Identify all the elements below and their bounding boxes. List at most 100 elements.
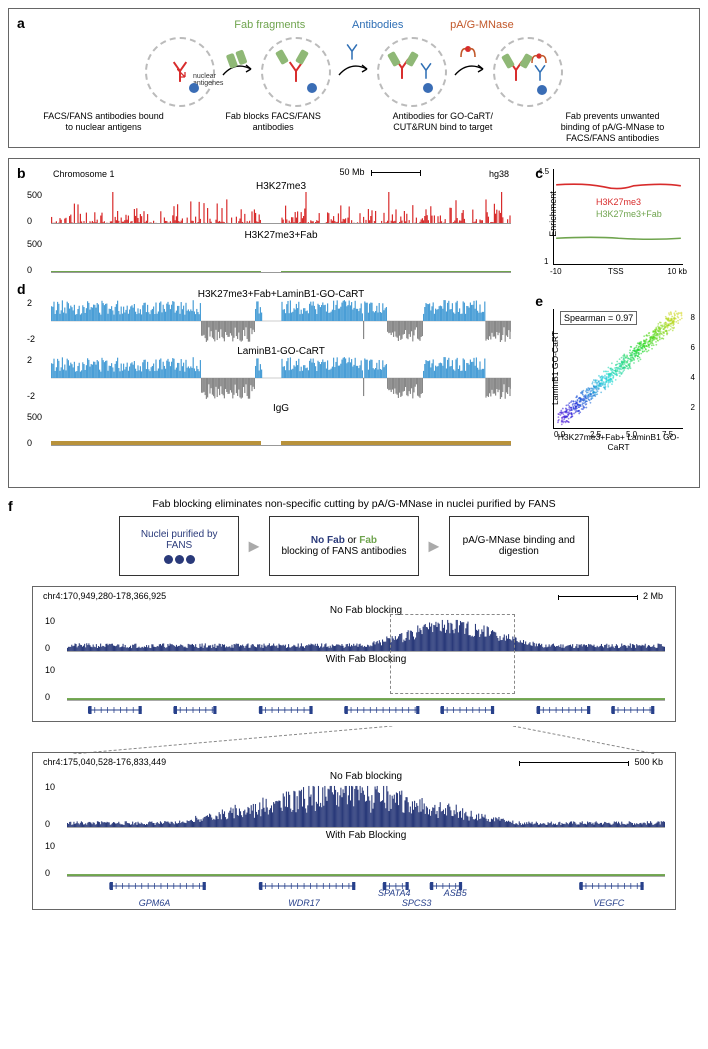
c-x2: 10 kb bbox=[667, 267, 687, 276]
ey0: 8 bbox=[691, 313, 695, 322]
fab-icon bbox=[405, 51, 419, 67]
track-d2-svg bbox=[51, 357, 511, 399]
ymax-b2: 500 bbox=[27, 239, 42, 249]
track-b2-svg bbox=[51, 241, 511, 273]
view2-chr: chr4:175,040,528-176,833,449 bbox=[43, 757, 166, 767]
step-circle-3 bbox=[377, 37, 447, 107]
scale-text: 50 Mb bbox=[339, 167, 364, 177]
gene-gpm6a: GPM6A bbox=[139, 898, 171, 908]
view1-t1: 10 0 bbox=[67, 618, 665, 652]
genome-label: hg38 bbox=[489, 169, 509, 179]
c-ymax: 4.5 bbox=[538, 167, 549, 176]
c-legend-2: H3K27me3+Fab bbox=[596, 209, 662, 219]
panel-b-letter: b bbox=[17, 165, 26, 181]
c-ylabel: Enrichment bbox=[548, 191, 558, 237]
ymax-b1: 500 bbox=[27, 190, 42, 200]
panel-f-title: Fab blocking eliminates non-specific cut… bbox=[32, 498, 676, 510]
flow-2-rest: blocking of FANS antibodies bbox=[281, 546, 406, 557]
gene-spata4: SPATA4 bbox=[378, 888, 411, 898]
pag-mnase-icon bbox=[457, 43, 479, 59]
v1t2-svg bbox=[67, 667, 665, 700]
ymax-d3: 500 bbox=[27, 412, 42, 422]
header-pag: pA/G-MNase bbox=[450, 19, 514, 31]
panel-f-letter: f bbox=[8, 498, 13, 514]
flow-arrow-2: ► bbox=[425, 536, 443, 557]
panel-d-letter: d bbox=[17, 281, 26, 297]
flow-box-1: Nuclei purified by FANS bbox=[119, 516, 239, 576]
antigen-dot-icon bbox=[537, 85, 547, 95]
arrow-1 bbox=[221, 57, 255, 87]
ex0: 0.0 bbox=[554, 430, 565, 439]
panel-e-plot: Spearman = 0.97 LaminB1 GO-CaRT H3K27me3… bbox=[553, 309, 683, 429]
f-view2: chr4:175,040,528-176,833,449 500 Kb No F… bbox=[32, 752, 676, 910]
view1-scale-text: 2 Mb bbox=[643, 591, 663, 601]
caption-3: Antibodies for GO-CaRT/ CUT&RUN bind to … bbox=[380, 111, 505, 143]
antigen-dot-icon bbox=[189, 83, 199, 93]
panel-a-header: Fab fragments Antibodies pA/G-MNase bbox=[61, 19, 687, 31]
panel-d-tracks: H3K27me3+Fab+LaminB1-GO-CaRT 2 -2 LaminB… bbox=[51, 289, 511, 446]
v1t2-ymax: 10 bbox=[45, 665, 55, 675]
e-ylabel: LaminB1 GO-CaRT bbox=[550, 331, 560, 405]
v1t1-ymax: 10 bbox=[45, 616, 55, 626]
ymin-b1: 0 bbox=[27, 216, 32, 226]
panel-a-diagram-row: nuclear antigenes bbox=[21, 37, 687, 107]
panel-a-letter: a bbox=[17, 15, 25, 31]
panel-c-plot: Enrichment 4.5 1 -10 TSS 10 kb H3K27me3 … bbox=[553, 169, 683, 265]
zoom-connector bbox=[32, 726, 676, 754]
v1t1-svg bbox=[67, 618, 665, 651]
caption-1: FACS/FANS antibodies bound to nuclear an… bbox=[41, 111, 166, 143]
v2t2-ymin: 0 bbox=[45, 868, 50, 878]
panel-e-letter: e bbox=[535, 293, 543, 309]
gene-vegfc: VEGFC bbox=[593, 898, 624, 908]
chrom-label: Chromosome 1 bbox=[53, 169, 115, 179]
gene-labels: GPM6A WDR17 SPATA4 ASB5 SPCS3 VEGFC bbox=[67, 898, 665, 912]
track-b1-label: H3K27me3 bbox=[51, 181, 511, 192]
ymin-d2: -2 bbox=[27, 391, 35, 401]
flow-2-or: or bbox=[345, 535, 359, 546]
gene-spcs3: SPCS3 bbox=[402, 898, 432, 908]
view2-t2-label: With Fab Blocking bbox=[67, 830, 665, 841]
panel-a-captions: FACS/FANS antibodies bound to nuclear an… bbox=[21, 111, 687, 143]
view2-scale: 500 Kb bbox=[519, 757, 663, 767]
ey3: 2 bbox=[691, 403, 695, 412]
flow-box-3: pA/G-MNase binding and digestion bbox=[449, 516, 589, 576]
flow-1-text: Nuclei purified by FANS bbox=[130, 529, 228, 551]
c-x1: TSS bbox=[608, 267, 624, 276]
track-b1-svg bbox=[51, 192, 511, 224]
flow-3-text: pA/G-MNase binding and digestion bbox=[460, 535, 578, 557]
track-d1: 2 -2 bbox=[51, 300, 511, 342]
view1-t1-label: No Fab blocking bbox=[67, 605, 665, 616]
view1-t2: 10 0 bbox=[67, 667, 665, 701]
v2t2-svg bbox=[67, 843, 665, 876]
ex1: 2.5 bbox=[590, 430, 601, 439]
view2-genes: GPM6A WDR17 SPATA4 ASB5 SPCS3 VEGFC bbox=[67, 879, 665, 905]
track-d3: 500 0 bbox=[51, 414, 511, 446]
track-d1-svg bbox=[51, 300, 511, 342]
view1-chr: chr4:170,949,280-178,366,925 bbox=[43, 591, 166, 601]
c-legend-1: H3K27me3 bbox=[596, 197, 641, 207]
track-b1: 500 0 bbox=[51, 192, 511, 224]
flow-2-fab: Fab bbox=[359, 535, 377, 546]
fab-icon bbox=[295, 49, 309, 65]
flow-box-2: No Fab or Fab blocking of FANS antibodie… bbox=[269, 516, 419, 576]
ymin-d3: 0 bbox=[27, 438, 32, 448]
antigen-dot-icon bbox=[307, 83, 317, 93]
scatter-svg bbox=[554, 309, 683, 428]
antibody-blue-icon bbox=[345, 43, 359, 61]
view2-scale-text: 500 Kb bbox=[634, 757, 663, 767]
nuclei-dots-icon bbox=[164, 555, 195, 564]
panel-bcde: b c d e Chromosome 1 50 Mb hg38 H3K27me3… bbox=[8, 158, 700, 488]
antibody-blue-icon bbox=[533, 63, 547, 83]
panel-f-flow: Nuclei purified by FANS ► No Fab or Fab … bbox=[32, 516, 676, 576]
c-x0: -10 bbox=[550, 267, 562, 276]
ymax-d2: 2 bbox=[27, 355, 32, 365]
view2-t2: 10 0 bbox=[67, 843, 665, 877]
ey2: 4 bbox=[691, 373, 695, 382]
v2t2-ymax: 10 bbox=[45, 841, 55, 851]
ey1: 6 bbox=[691, 343, 695, 352]
step-circle-1: nuclear antigenes bbox=[145, 37, 215, 107]
step-circle-4 bbox=[493, 37, 563, 107]
step-circle-2 bbox=[261, 37, 331, 107]
track-b2-label: H3K27me3+Fab bbox=[51, 230, 511, 241]
v2t1-ymax: 10 bbox=[45, 782, 55, 792]
